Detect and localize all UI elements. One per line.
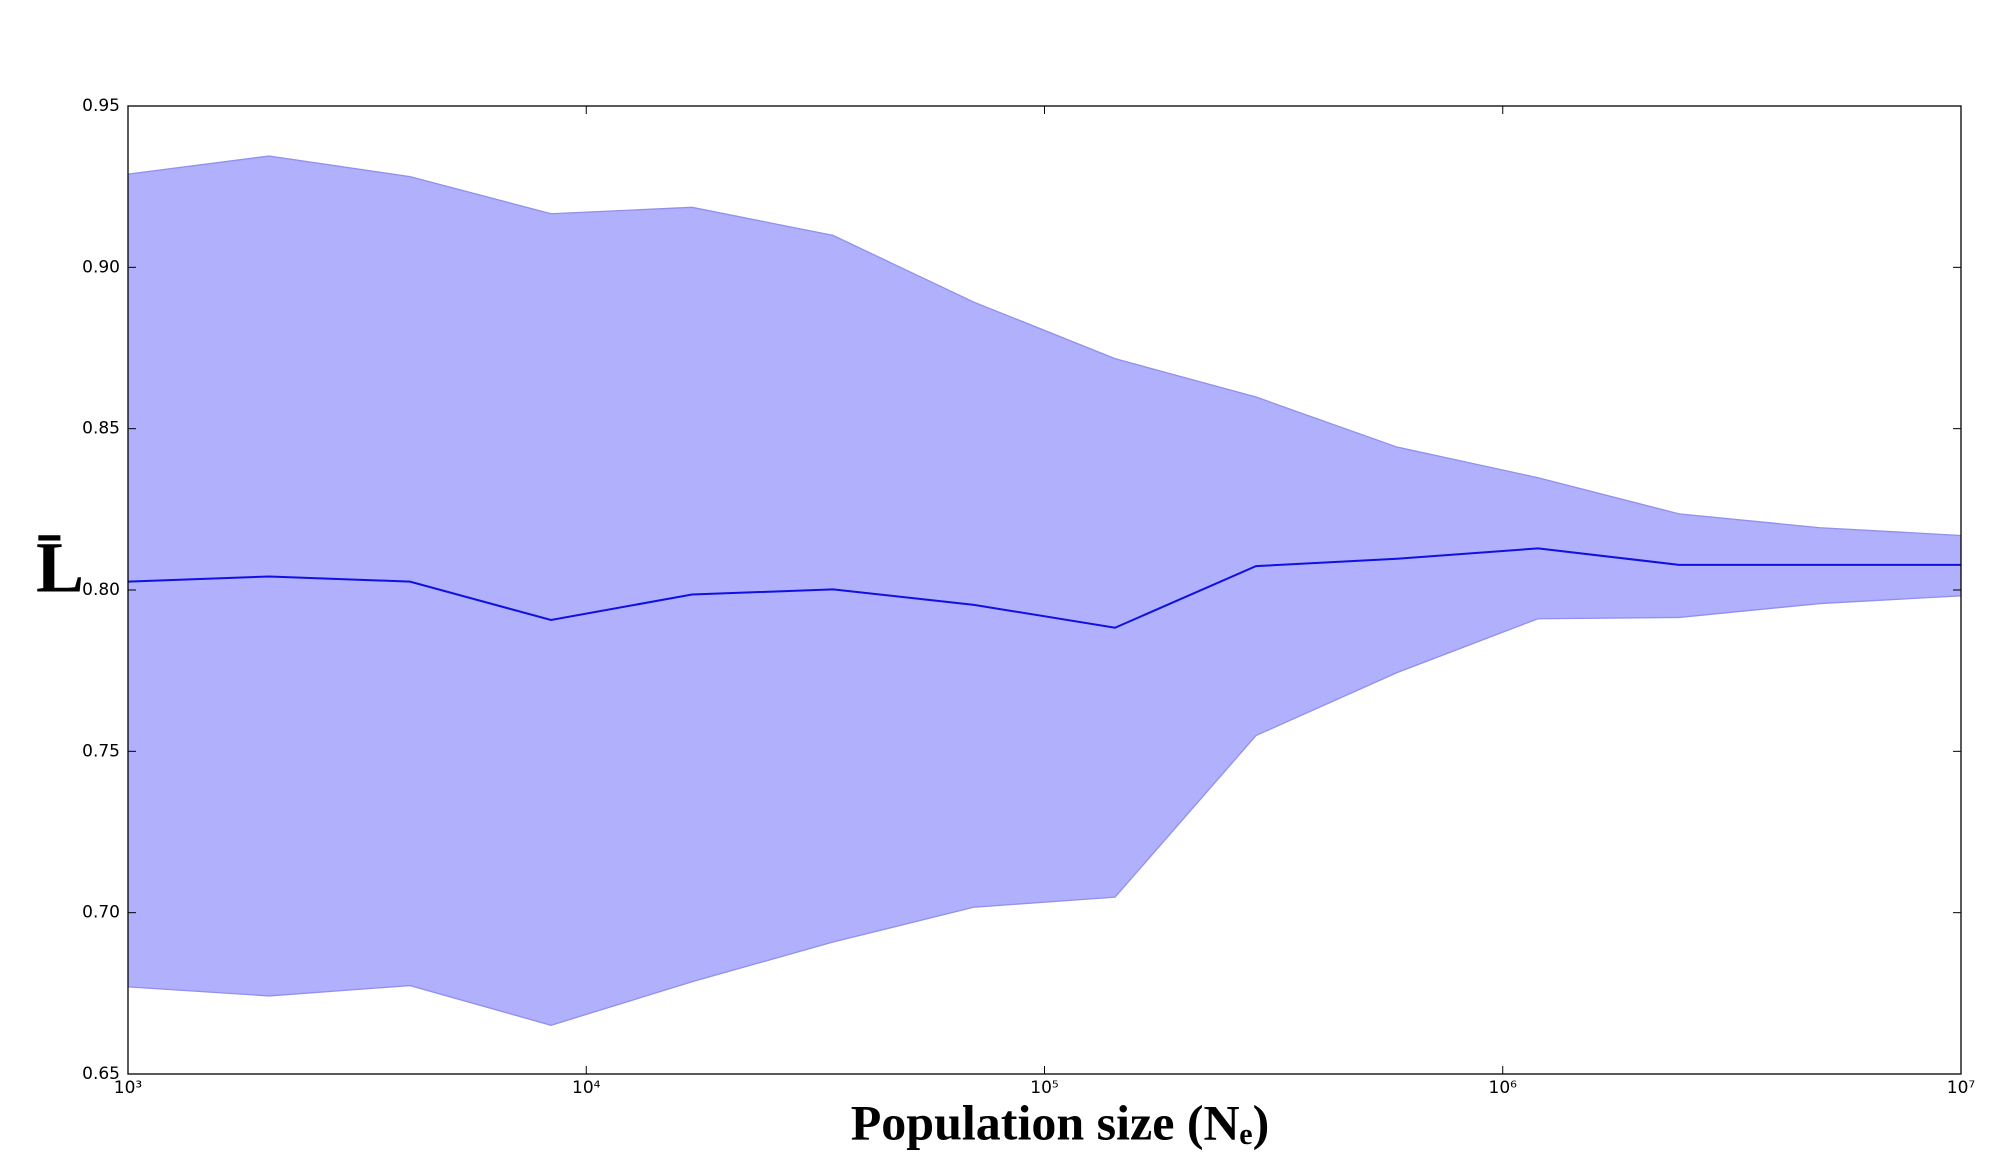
y-tick-label: 0.85 bbox=[82, 419, 120, 439]
x-tick-label: 10³ bbox=[114, 1078, 142, 1098]
y-tick-label: 0.90 bbox=[82, 257, 120, 277]
x-tick-label: 10⁵ bbox=[1030, 1078, 1058, 1098]
x-axis-label: Population size (Nₑ) bbox=[851, 1094, 1269, 1150]
y-axis-label: L̄ bbox=[36, 528, 84, 608]
y-tick-label: 0.95 bbox=[82, 96, 120, 116]
x-tick-label: 10⁷ bbox=[1947, 1078, 1976, 1098]
mean-line bbox=[127, 547, 1961, 629]
x-tick-label: 10⁴ bbox=[572, 1078, 601, 1098]
band-upper bbox=[127, 155, 1962, 537]
band-fill bbox=[128, 156, 1961, 1026]
plot-area bbox=[127, 155, 1962, 1026]
y-tick-label: 0.65 bbox=[82, 1064, 120, 1084]
band-lower bbox=[127, 595, 1962, 1026]
y-tick-label: 0.75 bbox=[82, 741, 120, 761]
x-tick-label: 10⁶ bbox=[1489, 1078, 1518, 1098]
y-tick-label: 0.70 bbox=[82, 903, 120, 923]
y-tick-label: 0.80 bbox=[82, 580, 120, 600]
